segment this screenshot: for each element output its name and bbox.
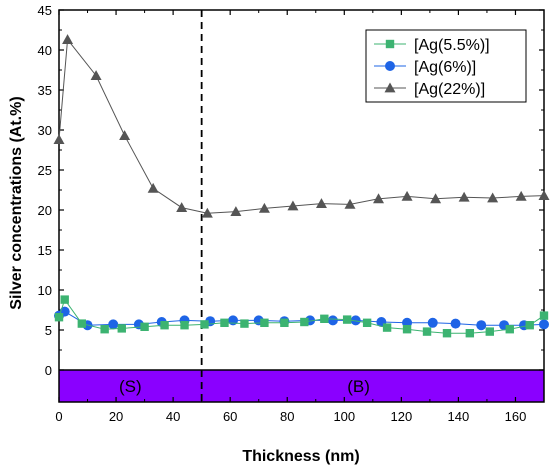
series-2-point-10 <box>315 198 327 208</box>
series-2-point-2 <box>90 70 102 80</box>
series-0-point-7 <box>180 321 189 330</box>
series-0-point-22 <box>485 327 494 336</box>
x-tick-label-1: 20 <box>109 409 123 424</box>
series-2-point-12 <box>373 193 385 204</box>
series-0-point-11 <box>260 318 269 327</box>
y-axis-title: Silver concentrations (At.%) <box>8 96 25 309</box>
legend-label-2: [Ag(22%)] <box>414 81 485 98</box>
series-0-point-8 <box>200 320 209 329</box>
x-tick-label-0: 0 <box>55 409 62 424</box>
series-0-point-1 <box>60 295 69 304</box>
series-0-point-17 <box>382 323 392 332</box>
axes-layer: 0 5 10 15 20 25 30 35 40 45 0 20 40 60 80 100 120 140 160 <box>38 3 545 424</box>
series-1-point-3 <box>108 319 119 330</box>
x-axis-title: Thickness (nm) <box>242 448 359 465</box>
series-0-point-9 <box>220 318 229 327</box>
series-line-0 <box>58 298 545 334</box>
series-2-point-1 <box>62 34 74 44</box>
series-2-point-9 <box>287 200 299 211</box>
series-2-point-11 <box>344 198 356 209</box>
series-0-point-18 <box>402 325 412 334</box>
series-2 <box>53 34 550 218</box>
series-2-point-6 <box>201 207 213 218</box>
legend: [Ag(5.5%)] [Ag(6%)] [Ag(22%)] <box>365 29 527 103</box>
y-tick-label-6: 30 <box>38 123 52 138</box>
series-2-point-17 <box>515 190 527 201</box>
series-layer <box>53 34 550 338</box>
x-tick-label-4: 80 <box>280 409 294 424</box>
x-tick-label-2: 40 <box>166 409 180 424</box>
legend-label-0: [Ag(5.5%)] <box>414 37 490 54</box>
series-1-point-13 <box>350 315 361 326</box>
series-0-point-5 <box>140 322 149 331</box>
series-0-point-0 <box>54 313 64 322</box>
y-tick-label-9: 45 <box>38 3 52 18</box>
band-label-0: (S) <box>119 377 142 396</box>
series-2-point-18 <box>538 190 550 200</box>
y-tick-label-5: 25 <box>38 163 52 178</box>
x-tick-label-7: 140 <box>448 409 470 424</box>
series-0-point-12 <box>280 318 289 327</box>
y-tick-label-3: 15 <box>38 243 52 258</box>
plot-frame <box>58 9 545 403</box>
series-1-point-8 <box>228 315 239 326</box>
y-tick-label-0: 0 <box>45 363 52 378</box>
series-1-point-21 <box>539 319 549 330</box>
x-tick-label-3: 60 <box>223 409 237 424</box>
series-2-point-15 <box>458 191 470 202</box>
y-tick-label-8: 40 <box>38 43 52 58</box>
series-2-point-7 <box>230 206 242 216</box>
series-2-point-16 <box>487 192 499 203</box>
y-tick-label-2: 10 <box>38 283 52 298</box>
substrate-band-layer: (S) (B) <box>59 370 544 402</box>
series-2-point-14 <box>430 193 442 204</box>
series-0-point-2 <box>77 319 87 328</box>
series-0-point-13 <box>300 317 309 327</box>
series-1-point-18 <box>476 320 487 331</box>
x-tick-label-5: 100 <box>333 409 355 424</box>
series-0-point-15 <box>342 315 352 324</box>
series-0-point-16 <box>362 318 372 327</box>
x-tick-label-6: 120 <box>391 409 413 424</box>
y-tick-label-1: 5 <box>45 323 52 338</box>
series-0-point-19 <box>422 327 432 336</box>
series-1-point-12 <box>327 315 338 326</box>
y-tick-label-7: 35 <box>38 83 52 98</box>
series-2-point-0 <box>53 134 65 144</box>
y-tick-label-4: 20 <box>38 203 52 218</box>
series-0 <box>54 295 549 338</box>
series-0-point-3 <box>100 325 109 334</box>
substrate-band <box>59 370 544 402</box>
series-1-point-17 <box>450 318 461 329</box>
legend-marker-0 <box>385 39 395 49</box>
series-2-point-13 <box>401 190 413 201</box>
series-2-point-8 <box>258 202 270 213</box>
series-2-point-5 <box>176 202 188 212</box>
series-0-point-21 <box>465 329 475 338</box>
series-1-point-16 <box>427 317 438 328</box>
series-0-point-10 <box>240 319 249 328</box>
series-0-point-23 <box>505 325 514 334</box>
series-0-point-4 <box>117 324 126 333</box>
series-2-point-3 <box>119 130 131 140</box>
series-0-point-20 <box>442 329 452 338</box>
series-0-point-25 <box>539 311 549 320</box>
series-0-point-6 <box>160 321 169 330</box>
legend-marker-1 <box>385 61 395 71</box>
legend-marker-2 <box>384 82 396 93</box>
band-label-1: (B) <box>347 377 370 396</box>
x-tick-label-8: 160 <box>505 409 527 424</box>
legend-label-1: [Ag(6%)] <box>414 59 476 76</box>
series-2-point-4 <box>147 182 159 193</box>
series-0-point-24 <box>525 321 534 330</box>
series-line-1 <box>58 311 545 326</box>
series-0-point-14 <box>320 314 329 323</box>
